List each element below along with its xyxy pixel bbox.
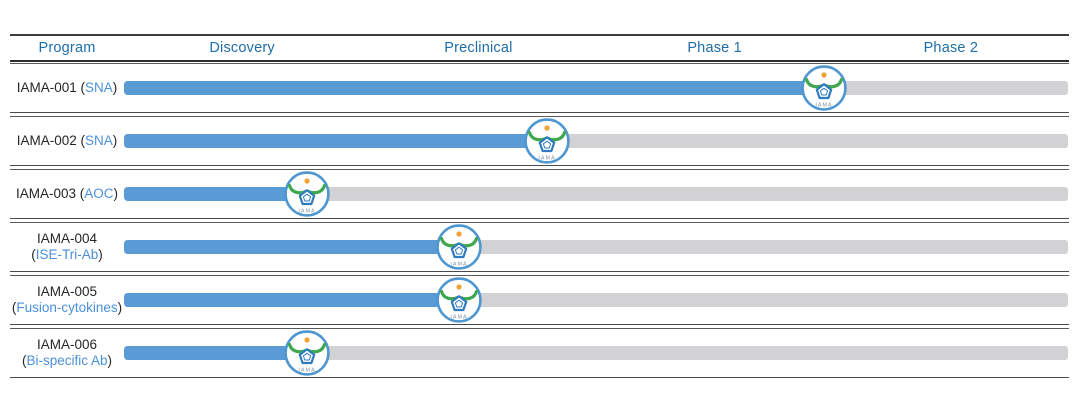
iama-logo-badge: IAMA <box>284 171 330 217</box>
program-name: IAMA-004 <box>36 231 98 246</box>
iama-logo-badge: IAMA <box>284 330 330 376</box>
program-modality-line: (Bi-specific Ab) <box>22 353 112 369</box>
program-row-iama-001: IAMA-001 (SNA) IAMA <box>10 63 1069 113</box>
iama-logo-badge: IAMA <box>800 65 847 111</box>
program-modality: Bi-specific Ab <box>26 353 108 368</box>
progress-fill <box>124 346 308 360</box>
program-label: IAMA-005 (Fusion-cytokines) <box>10 276 124 324</box>
paren-close: ) <box>112 133 118 148</box>
program-row-iama-002: IAMA-002 (SNA) IAMA <box>10 116 1069 166</box>
program-name-line: IAMA-003 (AOC) <box>16 186 118 202</box>
svg-text:IAMA: IAMA <box>451 314 468 320</box>
program-name-line: IAMA-002 (SNA) <box>17 133 118 149</box>
program-label: IAMA-006 (Bi-specific Ab) <box>10 329 124 377</box>
progress-track: IAMA <box>124 118 1068 164</box>
program-name-line: IAMA-006 <box>37 337 97 353</box>
svg-text:IAMA: IAMA <box>299 208 316 214</box>
program-modality: ISE-Tri-Ab <box>35 247 99 262</box>
progress-track: IAMA <box>124 224 1068 270</box>
progress-track: IAMA <box>124 65 1068 111</box>
program-modality: SNA <box>85 80 113 95</box>
svg-text:IAMA: IAMA <box>299 367 316 373</box>
program-row-iama-004: IAMA-004 (ISE-Tri-Ab) IAMA <box>10 222 1069 272</box>
program-label: IAMA-004 (ISE-Tri-Ab) <box>10 223 124 271</box>
program-name: IAMA-005 <box>36 284 98 299</box>
column-header-phase-2: Phase 2 <box>923 40 979 56</box>
svg-text:IAMA: IAMA <box>538 155 555 161</box>
iama-logo-badge: IAMA <box>436 277 482 323</box>
column-header-preclinical: Preclinical <box>444 40 513 56</box>
column-header-program: Program <box>38 40 96 56</box>
iama-logo-icon: IAMA <box>284 171 330 217</box>
program-rows: IAMA-001 (SNA) IAMA IAMA-002 (SNA) <box>10 63 1069 378</box>
program-label: IAMA-001 (SNA) <box>10 64 124 112</box>
program-name: IAMA-002 ( <box>16 133 85 148</box>
program-modality: Fusion-cytokines <box>16 300 118 315</box>
program-modality-line: (ISE-Tri-Ab) <box>31 247 103 263</box>
iama-logo-icon: IAMA <box>284 330 330 376</box>
program-modality: AOC <box>84 186 114 201</box>
iama-logo-icon: IAMA <box>436 224 482 270</box>
iama-logo-icon: IAMA <box>800 65 847 111</box>
table-header: Program Discovery Preclinical Phase 1 Phase… <box>10 34 1069 62</box>
paren-open: ( <box>11 300 17 315</box>
iama-logo-icon: IAMA <box>436 277 482 323</box>
progress-track: IAMA <box>124 277 1068 323</box>
program-name: IAMA-001 ( <box>16 80 85 95</box>
program-name: IAMA-003 ( <box>15 186 85 201</box>
progress-fill <box>124 187 308 201</box>
paren-close: ) <box>107 353 113 368</box>
paren-close: ) <box>98 247 103 262</box>
iama-logo-badge: IAMA <box>524 118 570 164</box>
column-header-discovery: Discovery <box>209 40 275 56</box>
paren-close: ) <box>117 300 123 315</box>
progress-track: IAMA <box>124 171 1068 217</box>
program-row-iama-005: IAMA-005 (Fusion-cytokines) IAMA <box>10 275 1069 325</box>
program-name-line: IAMA-001 (SNA) <box>17 80 118 96</box>
program-row-iama-006: IAMA-006 (Bi-specific Ab) IAMA <box>10 328 1069 378</box>
program-name-line: IAMA-005 <box>37 284 97 300</box>
paren-open: ( <box>21 353 27 368</box>
progress-fill <box>124 134 547 148</box>
pipeline-table: Program Discovery Preclinical Phase 1 Phase… <box>10 34 1069 378</box>
paren-close: ) <box>113 186 119 201</box>
iama-logo-icon: IAMA <box>524 118 570 164</box>
paren-close: ) <box>112 80 118 95</box>
program-modality: SNA <box>85 133 113 148</box>
progress-track: IAMA <box>124 330 1068 376</box>
svg-text:IAMA: IAMA <box>815 102 832 108</box>
iama-logo-badge: IAMA <box>436 224 482 270</box>
program-label: IAMA-003 (AOC) <box>10 170 124 218</box>
program-row-iama-003: IAMA-003 (AOC) IAMA <box>10 169 1069 219</box>
program-name: IAMA-006 <box>36 337 98 352</box>
program-name-line: IAMA-004 <box>37 231 97 247</box>
program-label: IAMA-002 (SNA) <box>10 117 124 165</box>
svg-text:IAMA: IAMA <box>451 261 468 267</box>
progress-fill <box>124 240 460 254</box>
progress-fill <box>124 81 824 95</box>
paren-open: ( <box>31 247 36 262</box>
program-modality-line: (Fusion-cytokines) <box>12 300 122 316</box>
progress-fill <box>124 293 460 307</box>
column-header-phase-1: Phase 1 <box>687 40 742 56</box>
